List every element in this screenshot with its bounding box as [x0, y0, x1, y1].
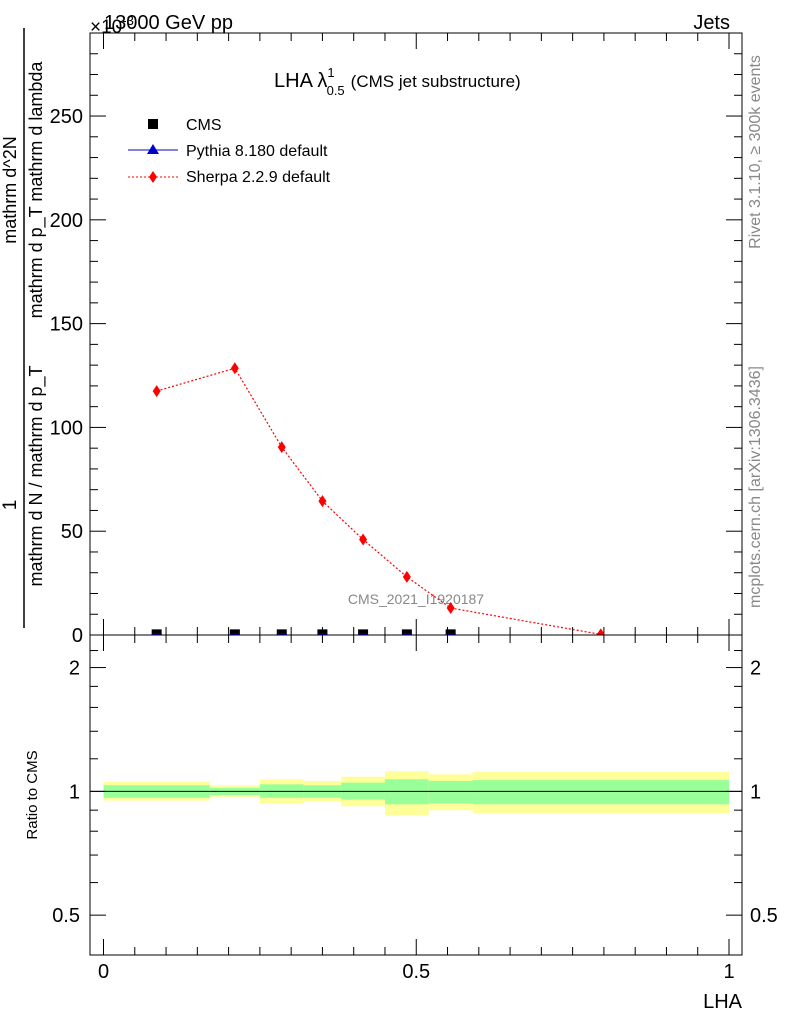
sherpa-point [402, 570, 411, 583]
rivet-label: Rivet 3.1.10, ≥ 300k events [747, 55, 764, 249]
x-tick-label: 1 [723, 961, 734, 983]
sherpa-point [446, 602, 455, 615]
main-y-tick-label: 0 [72, 625, 83, 647]
main-plot-frame [89, 32, 743, 636]
legend-entry-sherpa: Sherpa 2.2.9 default [128, 169, 331, 186]
ylabel-top: 1 [0, 500, 21, 511]
main-y-axis-label: 1 mathrm d N / mathrm d p_T mathrm d^2N … [0, 28, 47, 628]
ratio-y-tick-label-right: 2 [750, 658, 761, 680]
plot-title-main: LHA λ [274, 70, 327, 92]
mcplots-label: mcplots.cern.ch [arXiv:1306.3436] [747, 366, 764, 608]
ratio-y-axis-label: Ratio to CMS [24, 750, 41, 839]
ratio-band-stat [428, 780, 473, 804]
process-label: Jets [693, 12, 730, 34]
plot-title: LHA λ1 0.5 (CMS jet substructure) [274, 65, 521, 98]
x-axis-label: LHA [703, 991, 743, 1013]
ratio-plot-panel: 0 0.5 1 0.5 0.5 1 1 2 2 Ratio to CMS LHA [24, 634, 778, 1013]
x-tick-label: 0.5 [402, 961, 430, 983]
legend-cms-marker [148, 119, 158, 129]
ratio-y-tick-label-right: 1 [750, 781, 761, 803]
legend-cms-label: CMS [186, 117, 222, 134]
analysis-watermark: CMS_2021_I1920187 [348, 591, 484, 607]
ratio-ticks: 0 0.5 1 0.5 0.5 1 1 2 2 [52, 634, 778, 983]
ylabel-denominator: mathrm d N / mathrm d p_T [26, 365, 47, 586]
plot-title-sub: 0.5 [327, 83, 345, 98]
sherpa-point [152, 385, 161, 398]
main-y-tick-label: 100 [50, 417, 83, 439]
ylabel-numerator: mathrm d^2N [0, 136, 20, 243]
ratio-y-tick-label: 0.5 [52, 905, 80, 927]
sherpa-point [277, 441, 286, 454]
legend-sherpa-marker [149, 171, 157, 183]
main-y-tick-label: 50 [61, 521, 83, 543]
legend-sherpa-label: Sherpa 2.2.9 default [186, 169, 331, 186]
plot-title-sup: 1 [327, 65, 334, 80]
sherpa-line [156, 367, 601, 635]
main-y-tick-label: 250 [50, 106, 83, 128]
axis-exponent-power: -3 [122, 13, 134, 28]
x-tick-label: 0 [98, 961, 109, 983]
energy-label: 13000 GeV pp [104, 12, 233, 34]
legend-entry-cms: CMS [148, 117, 222, 134]
ratio-y-tick-label-right: 0.5 [750, 905, 778, 927]
main-y-ticks: 0 50 100 150 200 250 [50, 32, 742, 647]
legend-entry-pythia: Pythia 8.180 default [128, 143, 328, 160]
legend-pythia-label: Pythia 8.180 default [186, 143, 328, 160]
main-plot-panel: 0 50 100 150 200 250 CMS_2021_I1920187 LHA λ1… [50, 32, 743, 647]
sherpa-point [318, 495, 327, 508]
ratio-y-tick-label: 1 [69, 781, 80, 803]
sherpa-point [230, 362, 239, 375]
ratio-y-tick-label: 2 [69, 658, 80, 680]
ylabel-numerator-denominator: mathrm d p_T mathrm d lambda [26, 61, 47, 319]
legend-pythia-marker [147, 144, 159, 154]
sherpa-point [359, 533, 368, 546]
main-x-ticks [103, 33, 730, 635]
legend: CMS Pythia 8.180 default Sherpa 2.2.9 de… [128, 117, 331, 186]
plot-subtitle: (CMS jet substructure) [351, 72, 521, 91]
main-y-tick-label: 200 [50, 210, 83, 232]
ratio-band-stat [472, 780, 729, 805]
main-y-tick-label: 150 [50, 314, 83, 336]
